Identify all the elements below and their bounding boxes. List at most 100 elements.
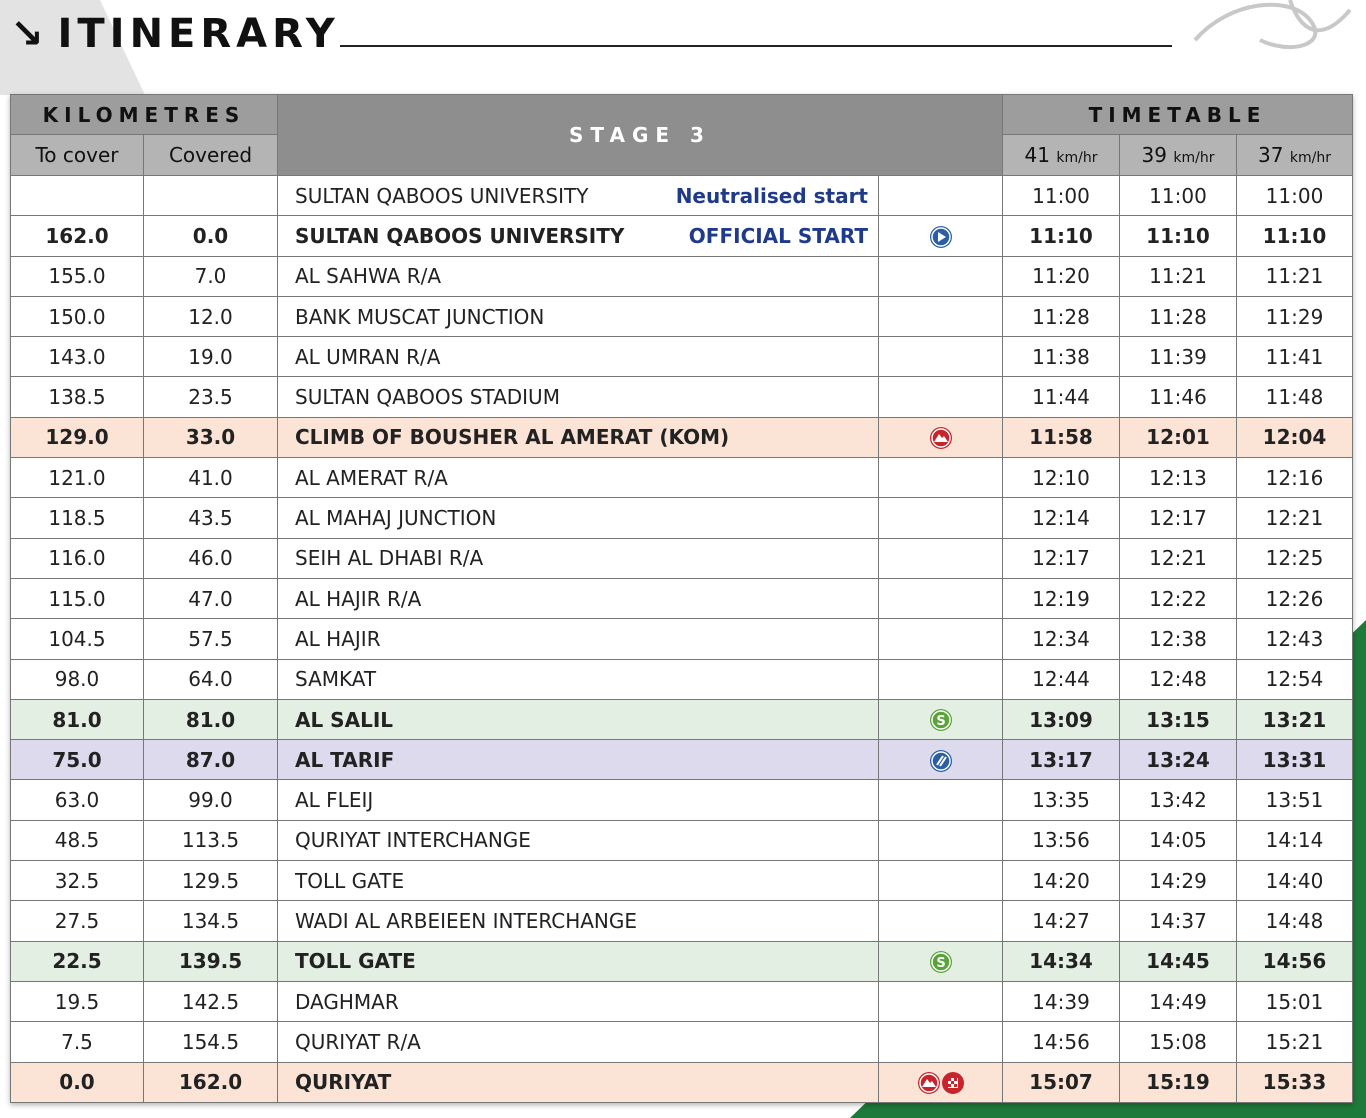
time: 13:51 xyxy=(1236,779,1353,821)
time: 14:20 xyxy=(1002,860,1120,902)
covered: 142.5 xyxy=(143,980,278,1023)
location-cell: AL TARIF xyxy=(277,739,879,781)
icon-cell xyxy=(878,497,1003,539)
to-cover: 81.0 xyxy=(10,698,144,741)
time: 13:24 xyxy=(1119,739,1237,781)
to-cover: 98.0 xyxy=(10,658,144,700)
time: 11:28 xyxy=(1119,295,1237,338)
row: 155.0 7.0 AL SAHWA R/A 11:20 11:21 11:21 xyxy=(10,255,1353,297)
svg-text:S: S xyxy=(936,714,945,729)
icon-cell xyxy=(878,1021,1003,1063)
time: 12:25 xyxy=(1236,537,1353,579)
icon-cell xyxy=(878,457,1003,499)
covered: 162.0 xyxy=(143,1061,278,1103)
note: Neutralised start xyxy=(675,183,868,208)
location: DAGHMAR xyxy=(295,989,399,1014)
row: 81.0 81.0 AL SALIL S 13:09 13:15 13:21 xyxy=(10,698,1353,741)
time: 11:41 xyxy=(1236,336,1353,378)
start-icon xyxy=(929,225,952,248)
to-cover xyxy=(10,174,144,217)
row: SULTAN QABOOS UNIVERSITY Neutralised star… xyxy=(10,174,1353,217)
location: QURIYAT INTERCHANGE xyxy=(295,828,531,853)
time: 13:17 xyxy=(1002,739,1120,781)
location: SEIH AL DHABI R/A xyxy=(295,546,484,571)
time: 12:14 xyxy=(1002,497,1120,539)
to-cover: 116.0 xyxy=(10,537,144,579)
location: AL MAHAJ JUNCTION xyxy=(295,506,497,531)
time: 11:48 xyxy=(1236,376,1353,418)
icon-cell: S xyxy=(878,940,1003,982)
time: 14:29 xyxy=(1119,860,1237,902)
time: 11:38 xyxy=(1002,336,1120,378)
speed-unit: km/hr xyxy=(1056,150,1098,166)
icon-cell xyxy=(878,255,1003,297)
location-cell: AL SALIL xyxy=(277,698,879,741)
to-cover: 27.5 xyxy=(10,900,144,942)
location: AL SALIL xyxy=(295,707,393,732)
time: 14:05 xyxy=(1119,819,1237,862)
kom-icon xyxy=(929,427,952,450)
icon-cell xyxy=(878,779,1003,821)
icon-cell xyxy=(878,416,1003,459)
sprint-icon: S xyxy=(929,709,952,732)
time: 11:44 xyxy=(1002,376,1120,418)
location: SULTAN QABOOS UNIVERSITY xyxy=(295,183,589,208)
covered: 64.0 xyxy=(143,658,278,700)
time: 13:31 xyxy=(1236,739,1353,781)
header: ↘ ITINERARY xyxy=(10,4,340,64)
row: 138.5 23.5 SULTAN QABOOS STADIUM 11:44 11:46… xyxy=(10,376,1353,418)
time: 11:10 xyxy=(1119,215,1237,257)
location-cell: QURIYAT INTERCHANGE xyxy=(277,819,879,862)
timetable-header: TIMETABLE xyxy=(1002,94,1353,135)
icon-cell xyxy=(878,537,1003,579)
to-cover: 104.5 xyxy=(10,618,144,660)
time: 15:33 xyxy=(1236,1061,1353,1103)
time: 11:00 xyxy=(1119,174,1237,217)
stage-header: STAGE 3 xyxy=(277,94,1003,176)
row: 115.0 47.0 AL HAJIR R/A 12:19 12:22 12:26 xyxy=(10,577,1353,620)
covered: 46.0 xyxy=(143,537,278,579)
time: 12:26 xyxy=(1236,577,1353,620)
kilometres-header: KILOMETRES xyxy=(10,94,278,135)
itinerary-table: KILOMETRES STAGE 3 TIMETABLE To cover Co… xyxy=(10,94,1353,1103)
arrow: ↘ xyxy=(10,11,44,57)
time: 11:10 xyxy=(1236,215,1353,257)
row: 27.5 134.5 WADI AL ARBEIEEN INTERCHANGE 14:… xyxy=(10,900,1353,942)
to-cover: 32.5 xyxy=(10,860,144,902)
location: BANK MUSCAT JUNCTION xyxy=(295,304,545,329)
to-cover: 143.0 xyxy=(10,336,144,378)
location-cell: QURIYAT xyxy=(277,1061,879,1103)
icon-cell: S xyxy=(878,698,1003,741)
time: 14:56 xyxy=(1002,1021,1120,1063)
time: 14:39 xyxy=(1002,980,1120,1023)
location-cell: AL HAJIR R/A xyxy=(277,577,879,620)
speed-header: 41 km/hr xyxy=(1002,134,1120,176)
location: SAMKAT xyxy=(295,667,377,692)
time: 11:21 xyxy=(1119,255,1237,297)
location-cell: SAMKAT xyxy=(277,658,879,700)
time: 15:21 xyxy=(1236,1021,1353,1063)
location-cell: CLIMB OF BOUSHER AL AMERAT (KOM) xyxy=(277,416,879,459)
location: QURIYAT xyxy=(295,1070,392,1095)
location-cell: AL HAJIR xyxy=(277,618,879,660)
time: 14:40 xyxy=(1236,860,1353,902)
time: 13:21 xyxy=(1236,698,1353,741)
speed-header: 37 km/hr xyxy=(1236,134,1353,176)
time: 11:21 xyxy=(1236,255,1353,297)
sprint-icon: S xyxy=(929,951,952,974)
location: AL SAHWA R/A xyxy=(295,264,442,289)
time: 15:01 xyxy=(1236,980,1353,1023)
time: 12:21 xyxy=(1236,497,1353,539)
speed-value: 39 xyxy=(1141,143,1167,167)
kom-icon xyxy=(917,1071,940,1094)
rule xyxy=(340,45,1172,47)
location: CLIMB OF BOUSHER AL AMERAT (KOM) xyxy=(295,425,730,450)
row: 143.0 19.0 AL UMRAN R/A 11:38 11:39 11:41 xyxy=(10,336,1353,378)
to-cover: 48.5 xyxy=(10,819,144,862)
to-cover: 118.5 xyxy=(10,497,144,539)
time: 11:00 xyxy=(1002,174,1120,217)
row: 75.0 87.0 AL TARIF 13:17 13:24 13:31 xyxy=(10,739,1353,781)
location: QURIYAT R/A xyxy=(295,1029,421,1054)
to-cover: 19.5 xyxy=(10,980,144,1023)
